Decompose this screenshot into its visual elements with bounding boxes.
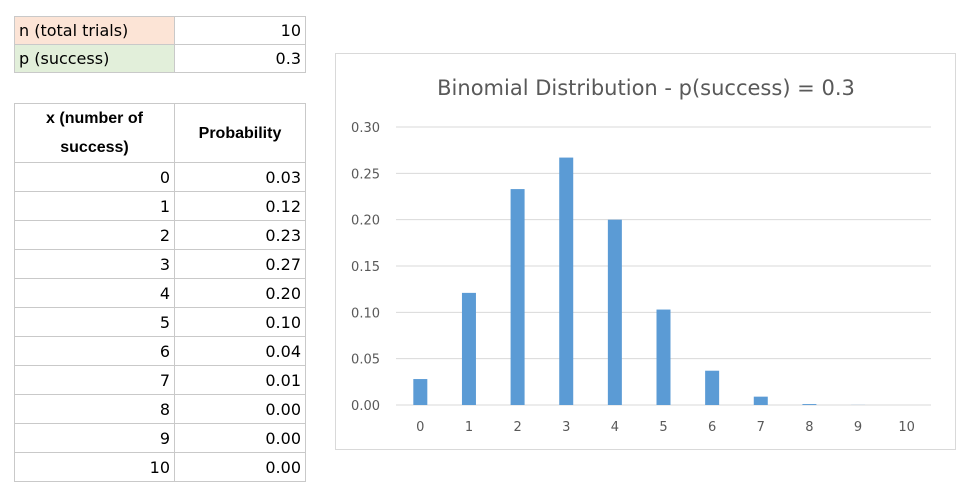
table-row: 2 0.23	[14, 220, 306, 250]
y-axis-ticks: 0.00 0.05 0.10 0.15 0.20 0.25 0.30	[351, 121, 380, 414]
x-cell[interactable]: 4	[14, 278, 175, 308]
bar[interactable]	[607, 219, 622, 405]
x-cell[interactable]: 6	[14, 336, 175, 366]
x-cell[interactable]: 5	[14, 307, 175, 337]
x-tick-label: 2	[513, 420, 521, 435]
param-row-p: p (success) 0.3	[14, 44, 306, 73]
y-tick-label: 0.05	[351, 353, 380, 368]
x-tick-label: 0	[416, 420, 424, 435]
y-tick-label: 0.15	[351, 260, 380, 275]
n-value-cell[interactable]: 10	[174, 16, 306, 45]
probability-cell[interactable]: 0.10	[174, 307, 306, 337]
n-label-cell[interactable]: n (total trials)	[14, 16, 175, 45]
table-row: 9 0.00	[14, 423, 306, 453]
probability-table: x (number of success) Probability 0 0.03 1 0…	[14, 103, 306, 482]
probability-cell[interactable]: 0.03	[174, 162, 306, 192]
bar[interactable]	[753, 396, 768, 405]
table-row: 8 0.00	[14, 394, 306, 424]
x-tick-label: 7	[757, 420, 765, 435]
bar[interactable]	[802, 404, 817, 405]
table-row: 3 0.27	[14, 249, 306, 279]
probability-header-row: x (number of success) Probability	[14, 103, 306, 163]
x-cell[interactable]: 3	[14, 249, 175, 279]
bar[interactable]	[510, 189, 525, 405]
chart-title: Binomial Distribution - p(success) = 0.3	[437, 76, 855, 100]
header-x-cell[interactable]: x (number of success)	[14, 103, 175, 163]
x-cell[interactable]: 1	[14, 191, 175, 221]
param-row-n: n (total trials) 10	[14, 16, 306, 45]
p-label-cell[interactable]: p (success)	[14, 44, 175, 73]
x-tick-label: 5	[659, 420, 667, 435]
x-cell[interactable]: 2	[14, 220, 175, 250]
table-row: 1 0.12	[14, 191, 306, 221]
probability-cell[interactable]: 0.04	[174, 336, 306, 366]
y-tick-label: 0.25	[351, 167, 380, 182]
y-tick-label: 0.30	[351, 121, 380, 136]
x-cell[interactable]: 10	[14, 452, 175, 482]
parameter-table: n (total trials) 10 p (success) 0.3	[14, 16, 306, 73]
bar[interactable]	[656, 309, 671, 405]
probability-cell[interactable]: 0.20	[174, 278, 306, 308]
table-row: 5 0.10	[14, 307, 306, 337]
x-tick-label: 4	[611, 420, 619, 435]
x-tick-label: 10	[898, 420, 915, 435]
probability-cell[interactable]: 0.27	[174, 249, 306, 279]
x-axis-ticks: 0 1 2 3 4 5 6 7 8 9 10	[416, 420, 915, 435]
y-tick-label: 0.20	[351, 214, 380, 229]
header-x-line-1: x (number of	[46, 110, 143, 127]
chart-canvas: Binomial Distribution - p(success) = 0.3…	[351, 76, 931, 435]
probability-cell[interactable]: 0.00	[174, 394, 306, 424]
table-row: 6 0.04	[14, 336, 306, 366]
probability-cell[interactable]: 0.00	[174, 452, 306, 482]
bar[interactable]	[559, 157, 574, 405]
probability-cell[interactable]: 0.01	[174, 365, 306, 395]
table-row: 7 0.01	[14, 365, 306, 395]
probability-cell[interactable]: 0.23	[174, 220, 306, 250]
bar[interactable]	[461, 292, 476, 405]
probability-cell[interactable]: 0.00	[174, 423, 306, 453]
y-tick-label: 0.00	[351, 399, 380, 414]
table-row: 0 0.03	[14, 162, 306, 192]
x-cell[interactable]: 7	[14, 365, 175, 395]
bar[interactable]	[705, 370, 720, 405]
x-cell[interactable]: 0	[14, 162, 175, 192]
x-tick-label: 8	[805, 420, 813, 435]
header-x-line-2: success)	[60, 139, 129, 156]
x-cell[interactable]: 9	[14, 423, 175, 453]
y-tick-label: 0.10	[351, 306, 380, 321]
x-tick-label: 9	[854, 420, 862, 435]
bar[interactable]	[413, 379, 428, 405]
probability-table-body: 0 0.03 1 0.12 2 0.23 3 0.27 4 0.20 5 0.10 6 0.04 7 0.01…	[14, 162, 306, 482]
binomial-chart[interactable]: Binomial Distribution - p(success) = 0.3…	[335, 53, 956, 450]
x-tick-label: 3	[562, 420, 570, 435]
probability-cell[interactable]: 0.12	[174, 191, 306, 221]
x-tick-label: 1	[465, 420, 473, 435]
bars	[413, 157, 866, 405]
p-value-cell[interactable]: 0.3	[174, 44, 306, 73]
x-tick-label: 6	[708, 420, 716, 435]
table-row: 10 0.00	[14, 452, 306, 482]
table-row: 4 0.20	[14, 278, 306, 308]
x-cell[interactable]: 8	[14, 394, 175, 424]
header-probability-cell[interactable]: Probability	[174, 103, 306, 163]
